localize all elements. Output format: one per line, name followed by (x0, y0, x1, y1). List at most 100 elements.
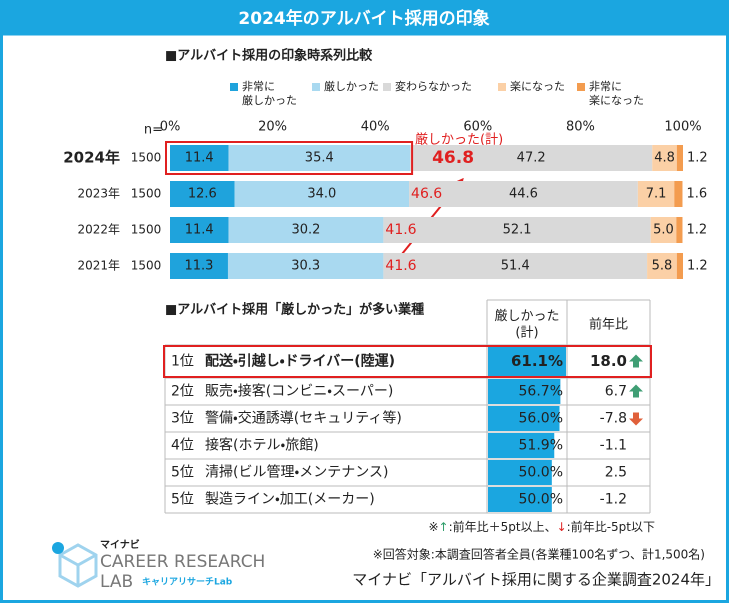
segment-label: 1.6 (686, 187, 707, 202)
bar-segment (170, 253, 228, 279)
source-note: マイナビ「アルバイト採用に関する企業調査2024年」 (352, 571, 720, 589)
bar-segment (383, 253, 648, 279)
bar-segment (650, 217, 677, 243)
x-tick-label: 60% (463, 120, 492, 135)
category-label: 2021年 (77, 259, 120, 273)
rank: 2位 (171, 384, 194, 400)
n-label: n= (144, 123, 163, 138)
category-label: 2024年 (63, 149, 120, 167)
note-down-text: :前年比-5pt以下 (567, 519, 655, 534)
segment-label: 4.8 (654, 151, 675, 166)
total-label: 46.8 (432, 148, 474, 168)
value-label: 56.0% (519, 411, 563, 427)
rank: 5位 (171, 465, 194, 481)
industry: 警備・交通誘導(セキュリティ等) (205, 410, 402, 427)
change: -1.2 (600, 492, 627, 508)
x-tick-label: 80% (566, 120, 595, 135)
industry: 接客(ホテル・旅館) (205, 437, 319, 454)
logo-sub: キャリアリサーチLab (142, 577, 233, 588)
n-value: 1500 (131, 259, 162, 273)
logo-brand: マイナビ (100, 538, 140, 551)
industry: 製造ライン・加工(メーカー) (205, 492, 375, 508)
bar-segment (676, 253, 683, 279)
highlight-box (163, 345, 652, 378)
note-down: ↓ (557, 520, 567, 534)
change: -7.8 (600, 411, 627, 427)
segment-label: 47.2 (517, 151, 546, 166)
value-bar (488, 379, 561, 404)
rank: 5位 (171, 492, 194, 508)
bar-segment (170, 217, 229, 243)
segment-label: 11.4 (185, 151, 214, 166)
trend-down-icon (629, 412, 643, 426)
segment-label: 5.0 (653, 223, 674, 238)
bar-segment (228, 217, 384, 243)
total-annotation: 厳しかった(計) (415, 132, 503, 148)
segment-label: 52.1 (503, 223, 532, 238)
chart-title: ■アルバイト採用の印象時系列比較 (165, 48, 373, 64)
value-bar (488, 406, 560, 431)
legend-swatch (577, 83, 585, 91)
segment-label: 1.2 (687, 151, 708, 166)
industry: 販売・接客(コンビニ・スーパー) (205, 383, 393, 400)
x-tick-label: 40% (361, 120, 390, 135)
value-bar (488, 346, 566, 377)
rank: 1位 (171, 354, 194, 370)
note-prefix: ※ (428, 520, 438, 534)
change: -1.1 (600, 438, 627, 454)
bar-segment (647, 253, 677, 279)
value-bar (488, 460, 552, 485)
x-tick-label: 20% (258, 120, 287, 135)
category-label: 2022年 (77, 223, 120, 237)
total-label: 46.6 (411, 186, 442, 202)
legend-label: 変わらなかった (395, 80, 472, 93)
segment-label: 35.4 (305, 151, 334, 166)
n-value: 1500 (131, 151, 162, 165)
bar-segment (409, 181, 638, 207)
table-title: ■アルバイト採用「厳しかった」が多い業種 (165, 302, 424, 318)
segment-label: 30.3 (291, 259, 320, 274)
bar-segment (676, 217, 683, 243)
change: 18.0 (590, 352, 627, 370)
segment-label: 11.4 (185, 223, 214, 238)
legend-label: 非常に楽になった (589, 80, 644, 107)
header-title: 2024年のアルバイト採用の印象 (238, 8, 489, 29)
respondents-note: ※回答対象:本調査回答者全員(各業種100名ずつ、計1,500名) (373, 547, 705, 562)
segment-label: 1.2 (687, 259, 708, 274)
change: 6.7 (605, 384, 627, 400)
legend-swatch (498, 83, 506, 91)
bar-segment (170, 181, 235, 207)
legend-label: 厳しかった (324, 79, 379, 93)
bar-segment (234, 181, 410, 207)
logo-icon (52, 542, 98, 588)
value-label: 50.0% (519, 465, 563, 481)
header-bar (1, 1, 728, 36)
bar-segment (674, 181, 683, 207)
category-label: 2023年 (77, 187, 120, 201)
industry: 清掃(ビル管理・メンテナンス) (205, 464, 388, 481)
legend-swatch (383, 83, 391, 91)
value-label: 51.9% (519, 438, 563, 454)
bar-segment (383, 217, 651, 243)
legend-label: 非常に厳しかった (242, 80, 297, 107)
bar-segment (637, 181, 675, 207)
trend-note: ※↑:前年比＋5pt以上、↓:前年比-5pt以下 (428, 519, 655, 534)
x-tick-label: 100% (664, 120, 701, 135)
n-value: 1500 (131, 223, 162, 237)
bar-segment (170, 145, 229, 171)
logo-line2: LAB (100, 572, 133, 592)
table-header: 厳しかった(計) (494, 309, 559, 340)
bar-segment (410, 145, 653, 171)
note-up: ↑ (439, 520, 449, 534)
x-tick-label: 0% (160, 120, 181, 135)
segment-label: 12.6 (188, 187, 217, 202)
highlight-box (165, 141, 414, 175)
legend-label: 楽になった (510, 80, 565, 93)
industry: 配送・引越し・ドライバー(陸運) (205, 353, 395, 370)
bar-segment (228, 145, 411, 171)
total-label: 41.6 (385, 222, 416, 238)
value-bar (488, 433, 555, 458)
